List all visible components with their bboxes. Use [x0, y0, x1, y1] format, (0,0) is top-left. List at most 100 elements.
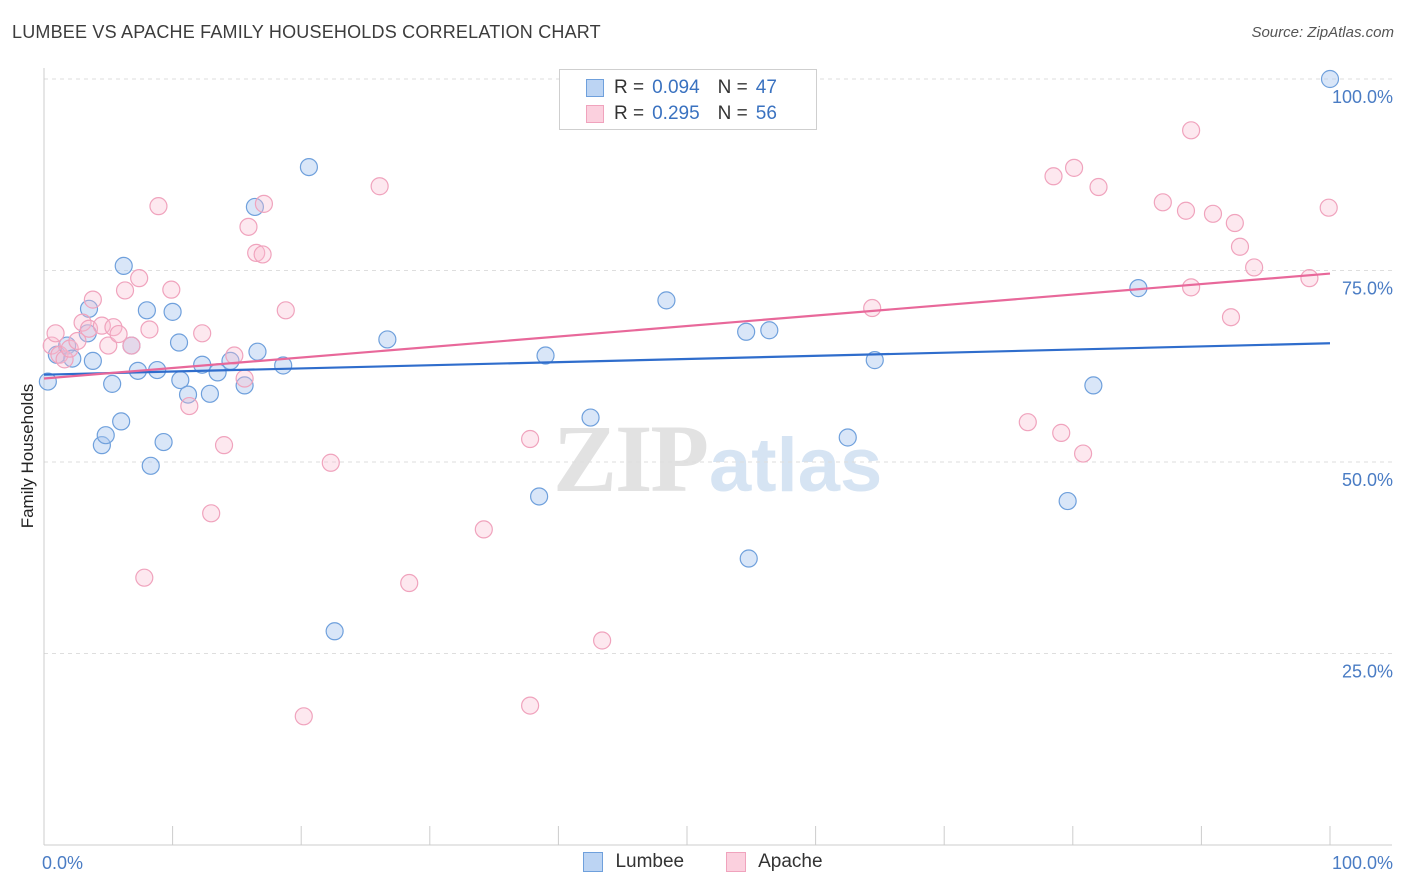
legend-lumbee-swatch: [583, 852, 604, 872]
lumbee-r-label: R =: [614, 77, 645, 98]
apache-point: [1300, 269, 1319, 288]
lumbee-point: [530, 487, 549, 506]
lumbee-point: [92, 436, 111, 455]
lumbee-point: [114, 256, 133, 276]
apache-point: [140, 320, 159, 339]
lumbee-point: [325, 622, 344, 641]
apache-point: [1319, 198, 1338, 217]
lumbee-point: [200, 384, 219, 403]
apache-point: [247, 243, 266, 262]
lumbee-point: [1320, 69, 1340, 89]
chart-title: LUMBEE VS APACHE FAMILY HOUSEHOLDS CORRE…: [12, 22, 601, 42]
legend-item-lumbee[interactable]: Lumbee: [583, 851, 684, 873]
legend-apache-swatch: [726, 852, 747, 872]
apache-point: [60, 339, 79, 358]
apache-point: [92, 316, 111, 335]
apache-point: [1018, 413, 1037, 432]
x-tick-label: 0.0%: [42, 853, 83, 873]
lumbee-point: [96, 426, 115, 445]
lumbee-point: [163, 302, 182, 321]
apache-point: [294, 707, 313, 726]
lumbee-point: [378, 330, 397, 349]
apache-point: [162, 280, 181, 299]
apache-point: [1203, 204, 1223, 223]
lumbee-point: [657, 291, 676, 310]
apache-point: [253, 245, 272, 264]
apache-point: [593, 631, 612, 650]
apache-point: [1073, 444, 1093, 463]
apache-r-value: 0.295: [652, 103, 700, 124]
lumbee-trend-line: [43, 342, 1331, 376]
apache-r-label: R =: [614, 103, 645, 124]
series-legend: Lumbee Apache: [0, 851, 1406, 873]
apache-point: [521, 696, 540, 715]
legend-lumbee-label: Lumbee: [615, 851, 685, 872]
lumbee-point: [169, 333, 189, 352]
apache-point: [1230, 237, 1250, 256]
lumbee-point: [739, 549, 758, 568]
apache-point: [193, 324, 212, 343]
apache-point: [68, 331, 87, 351]
apache-point: [1221, 308, 1241, 327]
apache-point: [235, 369, 254, 388]
apache-point: [1182, 278, 1201, 297]
lumbee-n-label: N =: [717, 77, 748, 98]
lumbee-point: [141, 456, 160, 475]
y-tick-label: 75.0%: [1342, 279, 1393, 299]
lumbee-point: [581, 408, 600, 427]
apache-point: [149, 197, 168, 216]
lumbee-point: [137, 301, 156, 320]
apache-point: [46, 324, 65, 343]
apache-point: [130, 269, 149, 288]
lumbee-point: [83, 351, 102, 370]
stats-legend-lumbee: R = 0.094 N = 47: [586, 76, 777, 100]
apache-point: [254, 194, 274, 213]
apache-point: [276, 301, 295, 320]
lumbee-n-value: 47: [755, 77, 777, 98]
apache-point: [1176, 201, 1196, 220]
apache-point: [400, 573, 419, 593]
lumbee-point: [299, 157, 319, 177]
lumbee-point: [235, 376, 254, 395]
lumbee-point: [838, 428, 857, 447]
apache-point: [1153, 193, 1172, 212]
x-tick-label: 100.0%: [1332, 853, 1393, 873]
lumbee-r-value: 0.094: [652, 77, 700, 98]
apache-swatch: [586, 105, 604, 123]
apache-point: [1044, 167, 1063, 186]
apache-point: [863, 298, 882, 318]
apache-point: [370, 177, 389, 196]
apache-point: [1064, 158, 1084, 177]
apache-point: [1245, 258, 1264, 277]
apache-point: [1089, 177, 1108, 197]
legend-apache-label: Apache: [758, 851, 823, 872]
lumbee-point: [112, 412, 131, 431]
legend-item-apache[interactable]: Apache: [726, 851, 823, 873]
apache-point: [214, 436, 234, 455]
y-tick-label: 50.0%: [1342, 470, 1393, 490]
stats-legend: R = 0.094 N = 47 R = 0.295 N = 56: [559, 69, 817, 130]
stats-legend-apache: R = 0.295 N = 56: [586, 102, 777, 126]
apache-point: [180, 396, 199, 416]
apache-point: [202, 504, 221, 523]
apache-n-value: 56: [755, 103, 777, 124]
apache-n-label: N =: [717, 103, 748, 124]
apache-point: [115, 281, 135, 300]
lumbee-point: [1058, 491, 1077, 511]
lumbee-point: [760, 321, 779, 340]
lumbee-point: [865, 351, 884, 370]
apache-point: [1182, 121, 1201, 140]
apache-point: [109, 324, 128, 344]
apache-point: [122, 336, 141, 355]
apache-point: [135, 568, 154, 587]
apache-point: [1225, 213, 1244, 233]
lumbee-point: [737, 322, 756, 341]
lumbee-point: [103, 374, 122, 393]
lumbee-point: [154, 432, 173, 452]
apache-point: [55, 350, 74, 369]
apache-point: [239, 217, 258, 236]
apache-trend-line: [43, 272, 1331, 380]
apache-point: [99, 336, 118, 355]
watermark: ZIPatlas: [553, 403, 882, 514]
